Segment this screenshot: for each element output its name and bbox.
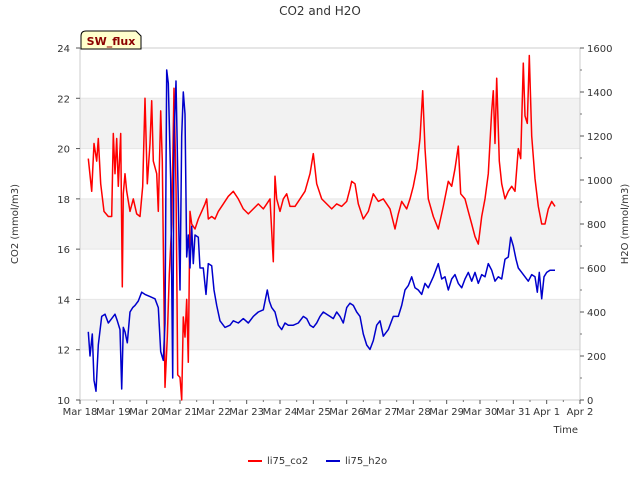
x-tick-label: Mar 24 [263, 407, 298, 418]
y-right-tick-label: 600 [587, 264, 606, 275]
badge: SW_flux [80, 30, 142, 50]
y-right-tick-label: 1600 [587, 44, 612, 55]
y-right-tick-label: 1000 [587, 176, 612, 187]
series-line-li75_co2 [87, 54, 556, 401]
y-right-tick-label: 800 [587, 220, 606, 231]
y-axis-right: 0 200 400 600 800 1000 1200 1400 1600 [580, 44, 612, 407]
y-right-tick-label: 0 [587, 396, 593, 407]
x-tick-label: Mar 29 [429, 407, 464, 418]
x-tick-label: Mar 19 [96, 407, 131, 418]
y-right-tick-label: 1200 [587, 132, 612, 143]
x-tick-label: Mar 25 [296, 407, 331, 418]
y-left-tick-label: 16 [57, 245, 70, 256]
badge-shape [80, 30, 142, 50]
x-tick-label: Mar 26 [329, 407, 364, 418]
x-tick-label: Mar 31 [496, 407, 531, 418]
x-tick-label: Mar 20 [129, 407, 164, 418]
y-left-tick-label: 14 [57, 295, 70, 306]
series-lines [87, 54, 556, 401]
series-line-li75_h2o [87, 69, 555, 392]
y-left-tick-label: 20 [57, 145, 70, 156]
x-tick-label: Mar 22 [196, 407, 231, 418]
chart-title: CO2 and H2O [279, 4, 361, 18]
y-right-tick-label: 400 [587, 308, 606, 319]
x-tick-label: Mar 21 [163, 407, 198, 418]
grid-bands [80, 47, 580, 401]
y-right-tick-label: 200 [587, 352, 606, 363]
y-axis-left-title: CO2 (mmol/m3) [10, 184, 21, 264]
legend-label-li75_co2: li75_co2 [267, 456, 308, 467]
y-left-tick-label: 10 [57, 396, 70, 407]
x-tick-label: Mar 23 [229, 407, 264, 418]
y-left-tick-label: 18 [57, 195, 70, 206]
x-tick-label: Mar 28 [396, 407, 431, 418]
y-right-tick-label: 1400 [587, 88, 612, 99]
badge-label: SW_flux [87, 35, 136, 48]
legend-label-li75_h2o: li75_h2o [345, 456, 387, 467]
y-axis-right-title: H2O (mmol/m3) [620, 184, 631, 265]
y-left-tick-label: 12 [57, 346, 70, 357]
y-left-tick-label: 22 [57, 94, 70, 105]
x-tick-label: Mar 30 [463, 407, 498, 418]
x-tick-label: Apr 2 [567, 407, 594, 418]
x-axis-title: Time [553, 425, 578, 436]
grid-band [80, 299, 580, 350]
x-tick-label: Apr 1 [533, 407, 560, 418]
x-tick-label: Mar 18 [63, 407, 98, 418]
legend: li75_co2 li75_h2o [248, 456, 387, 467]
x-tick-label: Mar 27 [363, 407, 398, 418]
y-left-tick-label: 24 [57, 44, 70, 55]
grid-band [80, 98, 580, 149]
y-axis-left: 10 12 14 16 18 20 22 24 [57, 44, 80, 407]
